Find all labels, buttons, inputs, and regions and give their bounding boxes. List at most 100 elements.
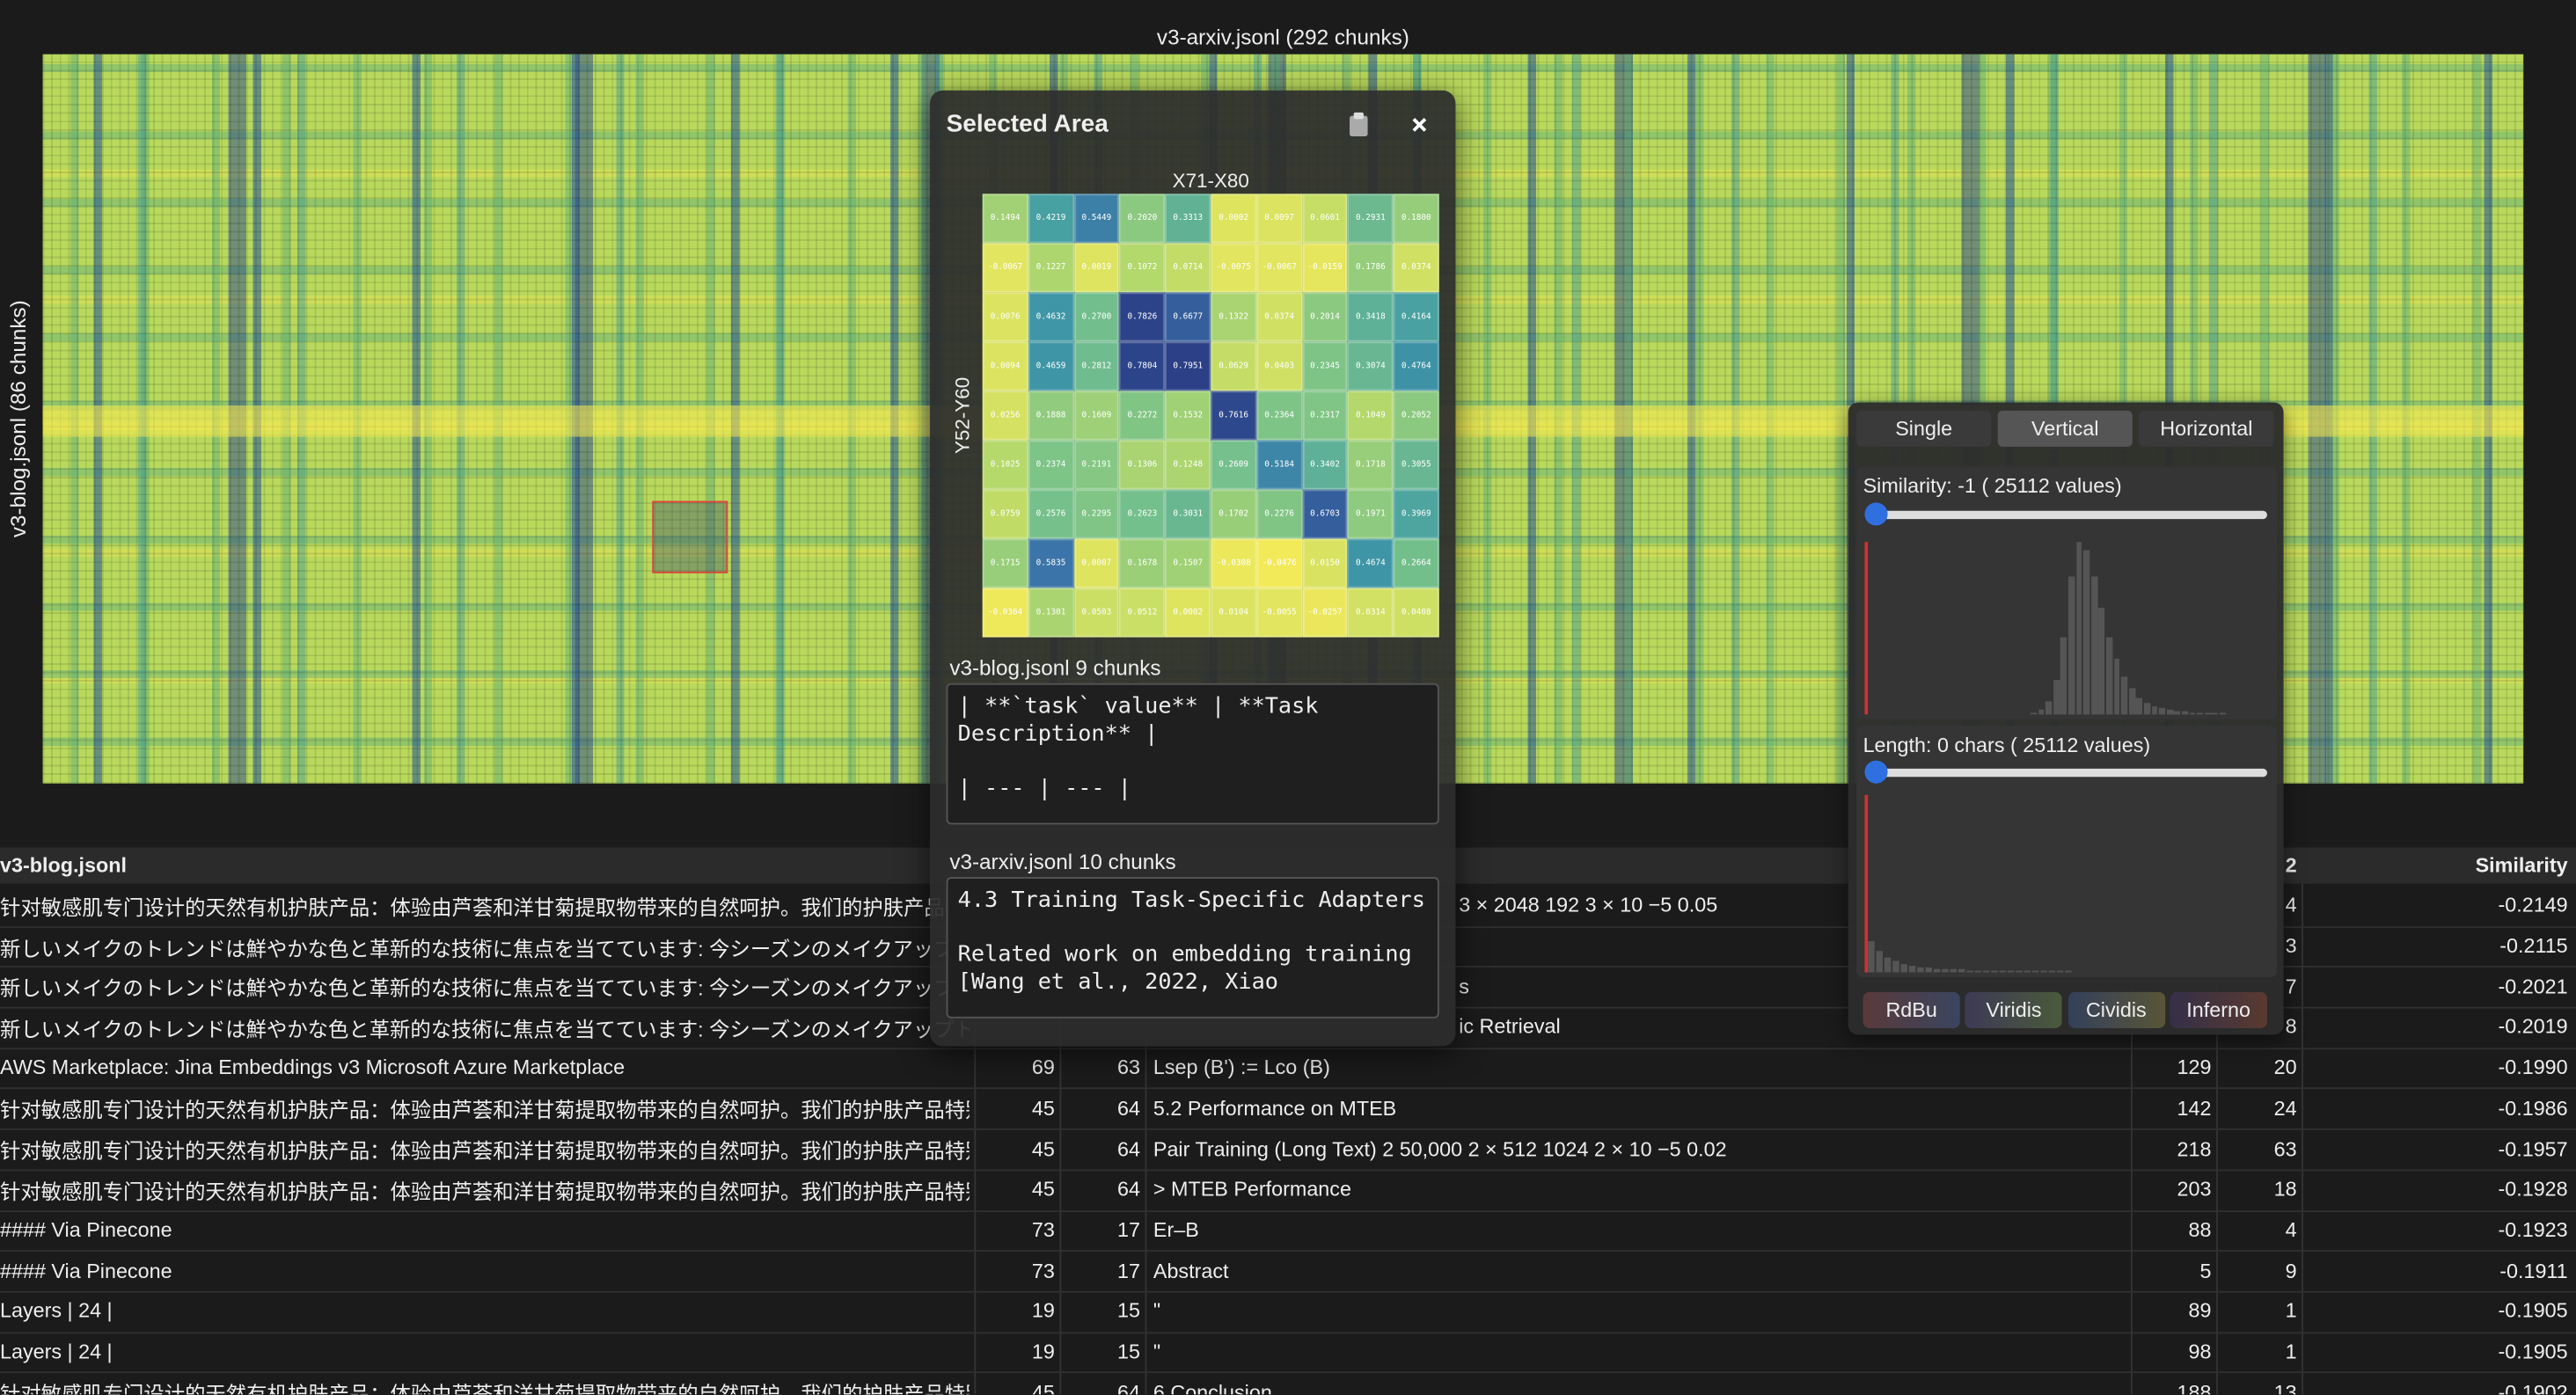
table-cell: " [1153, 1340, 1161, 1363]
similarity-knob[interactable] [1864, 502, 1888, 526]
column-divider [2302, 883, 2304, 1395]
similarity-slider[interactable] [1876, 510, 2267, 520]
histogram-bar [2056, 970, 2064, 973]
histogram-bar [2053, 680, 2060, 715]
grid-cell: 0.0374 [1393, 243, 1439, 293]
table-cell: -0.1928 [2498, 1178, 2568, 1201]
grid-cell: 0.5184 [1256, 440, 1303, 490]
histogram-bar [2060, 637, 2067, 715]
mode-tab[interactable]: Vertical [1997, 410, 2133, 447]
selection-box [652, 500, 728, 573]
grid-cell: 0.0503 [1073, 588, 1120, 638]
table-cell: 20 [2273, 1055, 2297, 1080]
table-cell: -0.1911 [2499, 1259, 2568, 1282]
mode-tab[interactable]: Horizontal [2139, 410, 2274, 447]
length-slider[interactable] [1876, 768, 2267, 778]
colormap-button[interactable]: Inferno [2170, 991, 2267, 1028]
histogram-bar [2181, 711, 2188, 715]
histogram-bar [2189, 712, 2196, 715]
grid-cell: 0.0374 [1256, 292, 1303, 342]
table-row[interactable]: #### Via Pinecone 73 17 Abstract 5 9 -0.1911 [0, 1251, 2576, 1293]
colormap-button[interactable]: Viridis [1965, 991, 2063, 1028]
copy-button[interactable] [1347, 112, 1370, 138]
histogram-bar [1908, 965, 1916, 973]
table-cell: 188 [2177, 1380, 2212, 1395]
histogram-bar [2166, 709, 2173, 715]
length-knob[interactable] [1864, 760, 1888, 784]
grid-cell: 0.0314 [1347, 588, 1394, 638]
threshold-line [1864, 794, 1868, 973]
mode-tab[interactable]: Single [1856, 410, 1992, 447]
table-cell: 9 [2285, 1259, 2297, 1282]
table-row[interactable]: Layers | 24 | 19 15 " 89 1 -0.1905 [0, 1291, 2576, 1333]
grid-cell: 0.2374 [1028, 440, 1074, 490]
table-cell: 64 [1116, 1097, 1140, 1121]
colormap-button[interactable]: Cividis [2067, 991, 2165, 1028]
grid-cell: 0.0408 [1393, 588, 1439, 638]
grid-cell: 0.2052 [1393, 391, 1439, 441]
histogram-bar [2196, 712, 2204, 715]
grid-cell: 0.0007 [1073, 538, 1120, 588]
table-cell: " [1153, 1299, 1161, 1323]
histogram-bar [2045, 700, 2053, 715]
grid-cell: 0.0150 [1302, 538, 1348, 588]
grid-cell: 0.4764 [1393, 341, 1439, 391]
table-row[interactable]: 新しいメイクのトレンドは鮮やかな色と革新的な技術に焦点を当てています: 今シーズ… [0, 1007, 2576, 1049]
grid-cell: 0.3031 [1165, 489, 1211, 539]
histogram-bar [1868, 941, 1875, 973]
grid-cell: 0.1532 [1165, 391, 1211, 441]
grid-cell: 0.1025 [982, 440, 1028, 490]
table-cell: 69 [1031, 1055, 1055, 1080]
table-cell: 45 [1031, 1178, 1055, 1201]
grid-cell: 0.1702 [1211, 489, 1257, 539]
colormap-button[interactable]: RdBu [1862, 991, 1960, 1028]
table-row[interactable]: 针对敏感肌专门设计的天然有机护肤产品：体验由芦荟和洋甘菊提取物带来的自然呵护。我… [0, 1128, 2576, 1172]
table-row[interactable]: 针对敏感肌专门设计的天然有机护肤产品：体验由芦荟和洋甘菊提取物带来的自然呵护。我… [0, 1372, 2576, 1395]
grid-cell: -0.0476 [1256, 538, 1303, 588]
grid-cell: 0.0104 [1211, 588, 1257, 638]
table-cell: 129 [2177, 1055, 2212, 1080]
histogram-bar [2038, 709, 2045, 715]
table-row[interactable]: 针对敏感肌专门设计的天然有机护肤产品：体验由芦荟和洋甘菊提取物带来的自然呵护。我… [0, 1088, 2576, 1131]
table-cell: 新しいメイクのトレンドは鮮やかな色と革新的な技術に焦点を当てています: 今シーズ… [0, 977, 970, 1001]
histogram-bar [2040, 970, 2048, 973]
table-cell: 5 [2199, 1259, 2212, 1282]
table-cell: -0.2021 [2498, 975, 2568, 998]
grid-cell: 0.0403 [1256, 341, 1303, 391]
histogram-bar [2098, 607, 2105, 715]
table-cell: Layers | 24 | [0, 1340, 113, 1363]
control-panel: Similarity: -1 ( 25112 values) Length: 0… [1848, 402, 2284, 1035]
histogram-bar [2212, 712, 2219, 715]
table-cell: 203 [2177, 1178, 2212, 1201]
selection-grid: 0.1494 0.4219 0.5449 0.2020 0.3313 0.0002 0.00… [982, 194, 1439, 638]
close-button[interactable] [1411, 117, 1428, 134]
histogram-bar [2219, 712, 2226, 715]
grid-cell: -0.0308 [1211, 538, 1257, 588]
table-row[interactable]: #### Via Pinecone 73 17 Er–B 88 4 -0.1923 [0, 1209, 2576, 1253]
histogram-bar [1917, 967, 1925, 973]
grid-cell: 0.1971 [1347, 489, 1394, 539]
histogram-bar [1966, 970, 1974, 973]
grid-cell: 0.6703 [1302, 489, 1348, 539]
table-row[interactable]: AWS Marketplace: Jina Embeddings v3 Micr… [0, 1048, 2576, 1090]
table-cell: 64 [1116, 1137, 1140, 1161]
blog-label: v3-blog.jsonl 9 chunks [949, 655, 1161, 681]
table-row[interactable]: Layers | 24 | 19 15 " 98 1 -0.1905 [0, 1332, 2576, 1374]
table-cell: 63 [2273, 1137, 2297, 1161]
grid-cell: 0.2664 [1393, 538, 1439, 588]
histogram-bar [1974, 970, 1982, 973]
blog-text[interactable]: | **`task` value** | **Task Description*… [946, 683, 1439, 825]
column-header: 2 [2285, 854, 2297, 878]
grid-cell: 0.2020 [1119, 194, 1166, 244]
table-cell: 新しいメイクのトレンドは鮮やかな色と革新的な技術に焦点を当てています: 今シーズ… [0, 1018, 970, 1041]
arxiv-text[interactable]: 4.3 Training Task-Specific Adapters Rela… [946, 877, 1439, 1019]
grid-cell: 0.0097 [1256, 194, 1303, 244]
table-cell: 1 [2285, 1340, 2297, 1363]
grid-cell: 0.3074 [1347, 341, 1394, 391]
table-row[interactable]: 针对敏感肌专门设计的天然有机护肤产品：体验由芦荟和洋甘菊提取物带来的自然呵护。我… [0, 1169, 2576, 1212]
similarity-histogram [1863, 534, 2274, 715]
grid-cell: 0.6677 [1165, 292, 1211, 342]
table-cell: 64 [1116, 1178, 1140, 1201]
grid-cell: 0.2317 [1302, 391, 1348, 441]
histogram-bar [1925, 967, 1933, 973]
